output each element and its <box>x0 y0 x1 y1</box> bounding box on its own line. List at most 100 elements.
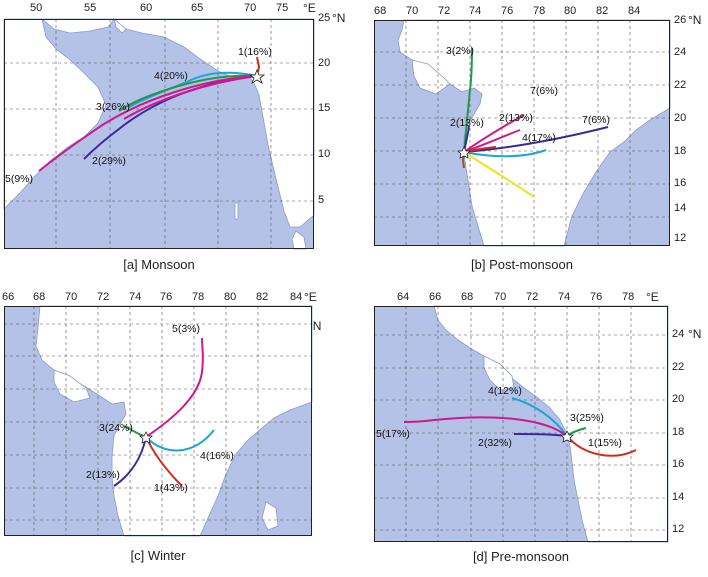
lon-tick: 74 <box>558 291 571 303</box>
traj-label: 2(13%) <box>499 112 533 124</box>
map-frame <box>374 306 668 542</box>
trajectories <box>461 47 609 198</box>
map-post-monsoon: 3(2%) 7(6%) 2(13%) 7(6%) 2(13%) 4(17%) <box>374 19 671 247</box>
trajectory-4 <box>145 429 215 452</box>
lon-tick: 68 <box>33 291 46 303</box>
lon-tick: 64 <box>397 291 410 303</box>
lon-unit-label: °E <box>303 1 316 15</box>
lat-tick: 25 <box>318 12 331 24</box>
trajectory-5b <box>123 75 258 120</box>
lat-tick: 22 <box>674 79 687 91</box>
trajectory-5 <box>145 337 204 438</box>
traj-label: 5(3%) <box>172 323 200 335</box>
traj-label: 7(6%) <box>530 85 558 97</box>
lon-tick: 76 <box>160 291 173 303</box>
grid <box>4 306 312 536</box>
caption-pre-monsoon: [d] Pre-monsoon <box>472 549 570 564</box>
land-kathiawar <box>483 355 515 391</box>
lon-tick: 70 <box>65 291 78 303</box>
traj-label: 2(29%) <box>92 155 126 167</box>
land-arabia <box>3 18 107 210</box>
trajectory-7-magenta <box>463 114 525 153</box>
lat-tick: 24 <box>672 328 685 340</box>
lat-tick: 14 <box>674 202 687 214</box>
traj-label: 2(13%) <box>450 117 484 129</box>
lat-tick: 15 <box>318 102 331 114</box>
traj-label: 1(15%) <box>588 437 622 449</box>
lon-unit-label: °E <box>304 290 317 304</box>
lon-tick: 66 <box>2 291 15 303</box>
caption-post-monsoon: [b] Post-monsoon <box>471 257 573 272</box>
lat-tick: 10 <box>318 148 331 160</box>
lon-tick: 74 <box>469 5 482 17</box>
lon-tick: 78 <box>192 291 205 303</box>
traj-label: 4(12%) <box>488 385 522 397</box>
lon-tick: 78 <box>622 291 635 303</box>
lat-tick: 20 <box>674 112 687 124</box>
lat-tick: 12 <box>672 523 685 535</box>
traj-label: 4(16%) <box>200 450 234 462</box>
lon-tick: 76 <box>501 5 514 17</box>
panel-winter: 66 68 70 72 74 76 78 80 82 84 °E 20 °N 2… <box>0 286 350 577</box>
lon-tick: 66 <box>429 291 442 303</box>
land-kathiawar <box>411 59 451 95</box>
lat-tick: 16 <box>674 177 687 189</box>
land-india <box>433 305 669 543</box>
lon-tick: 68 <box>374 5 387 17</box>
caption-monsoon: [a] Monsoon <box>123 257 195 272</box>
lat-tick: 14 <box>672 491 685 503</box>
land-gulf-peninsula <box>113 17 127 34</box>
grid <box>374 20 670 246</box>
traj-label: 1(16%) <box>238 46 272 58</box>
trajectories <box>38 56 261 172</box>
traj-label: 2(13%) <box>86 469 120 481</box>
lat-tick: 16 <box>672 458 685 470</box>
lon-tick: 65 <box>191 2 204 14</box>
trajectory-4 <box>511 397 568 437</box>
caption-winter: [c] Winter <box>130 548 186 563</box>
traj-label: 7(6%) <box>582 114 610 126</box>
panel-pre-monsoon: 64 66 68 70 72 74 76 78 °E 24 °N 22 20 1… <box>370 286 708 577</box>
lat-tick: 22 <box>672 361 685 373</box>
lon-tick: 70 <box>244 2 257 14</box>
traj-label: 3(24%) <box>99 422 133 434</box>
lon-tick: 84 <box>290 291 303 303</box>
traj-label: 4(17%) <box>522 132 556 144</box>
source-star <box>457 146 471 159</box>
lon-tick: 70 <box>406 5 419 17</box>
lat-unit-label: °N <box>332 11 346 25</box>
map-winter: 5(3%) 3(24%) 4(16%) 2(13%) 1(43%) <box>4 305 313 537</box>
map-pre-monsoon: 4(12%) 3(25%) 5(17%) 2(32%) 1(15%) <box>374 305 669 543</box>
trajectory-3 <box>463 47 473 153</box>
lat-tick: 18 <box>674 145 687 157</box>
traj-label: 2(32%) <box>478 437 512 449</box>
lon-tick: 68 <box>461 291 474 303</box>
lon-unit-label: °E <box>646 290 659 304</box>
lon-tick: 80 <box>224 291 237 303</box>
lon-tick: 78 <box>533 5 546 17</box>
map-monsoon: 1(16%) 4(20%) 3(26%) 2(29%) 5(9%) <box>3 17 315 250</box>
source-star <box>560 430 574 443</box>
trajectory-4 <box>128 71 258 108</box>
panel-monsoon: 50 55 60 65 70 75 °E 25 °N 20 15 10 5 <box>0 0 350 280</box>
lat-unit-label: °N <box>688 327 702 341</box>
trajectory-3 <box>118 74 258 112</box>
map-frame <box>4 306 312 536</box>
traj-label: 3(2%) <box>446 45 474 57</box>
traj-label: 4(20%) <box>154 70 188 82</box>
land-maldives <box>234 202 239 220</box>
land-india <box>112 18 315 228</box>
map-frame <box>4 19 314 249</box>
lon-tick: 60 <box>140 2 153 14</box>
lon-tick: 74 <box>129 291 142 303</box>
lon-tick: 72 <box>438 5 451 17</box>
lon-tick: 80 <box>564 5 577 17</box>
lon-tick: 70 <box>494 291 507 303</box>
traj-label: 3(25%) <box>570 412 604 424</box>
traj-label: 5(9%) <box>5 173 33 185</box>
land-sri-lanka <box>291 230 307 250</box>
lon-tick: 72 <box>97 291 110 303</box>
lat-tick: 26 <box>674 14 687 26</box>
traj-label: 1(43%) <box>154 482 188 494</box>
traj-label: 3(26%) <box>96 101 130 113</box>
